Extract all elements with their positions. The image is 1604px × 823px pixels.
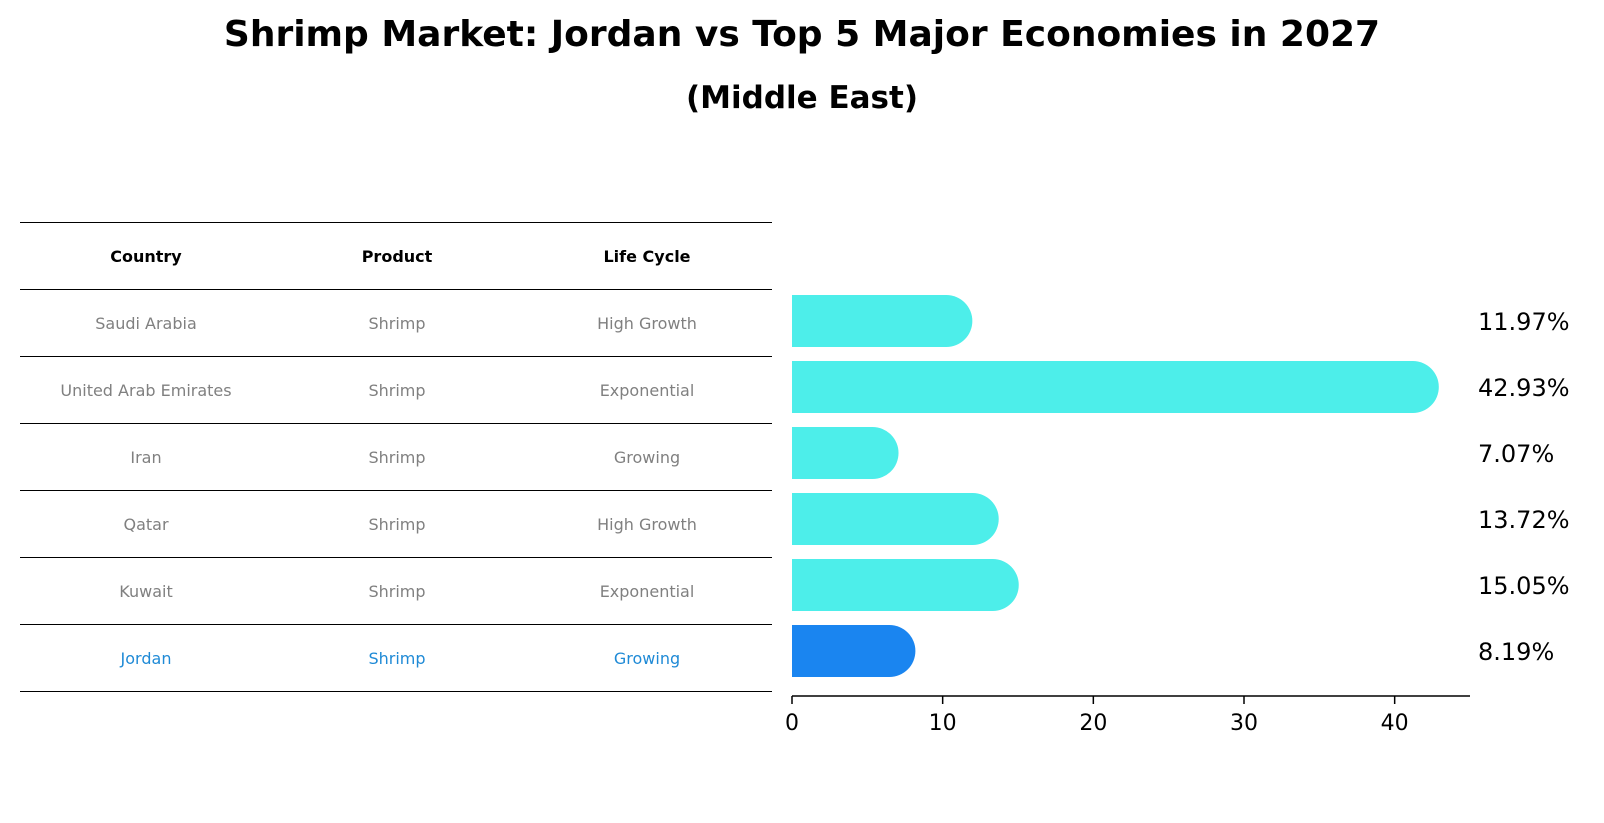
bar-highlight <box>792 625 916 677</box>
table-row: Saudi Arabia Shrimp High Growth <box>20 289 772 356</box>
cell-product: Shrimp <box>368 514 426 534</box>
header-product: Product <box>361 246 433 266</box>
cell-product: Shrimp <box>368 313 426 333</box>
cell-country: Qatar <box>123 514 169 534</box>
bar <box>792 493 999 545</box>
cell-life-cycle: Exponential <box>599 581 695 601</box>
cell-life-cycle: High Growth <box>597 313 697 333</box>
table-row: Qatar Shrimp High Growth <box>20 490 772 557</box>
cell-country: Iran <box>130 447 162 467</box>
cell-life-cycle: Growing <box>613 648 681 668</box>
cell-country: Jordan <box>120 648 172 668</box>
cell-life-cycle: Exponential <box>599 380 695 400</box>
value-label: 8.19% <box>1478 638 1554 666</box>
bar <box>792 559 1019 611</box>
table-row: Kuwait Shrimp Exponential <box>20 557 772 624</box>
value-label: 7.07% <box>1478 440 1554 468</box>
header-life-cycle: Life Cycle <box>603 246 691 266</box>
cell-life-cycle: High Growth <box>597 514 697 534</box>
cell-product: Shrimp <box>368 447 426 467</box>
x-tick-label: 0 <box>785 711 799 736</box>
cell-life-cycle: Growing <box>613 447 681 467</box>
table-row: United Arab Emirates Shrimp Exponential <box>20 356 772 423</box>
x-tick-label: 40 <box>1381 711 1409 736</box>
chart-title: Shrimp Market: Jordan vs Top 5 Major Eco… <box>223 14 1381 55</box>
x-tick-label: 30 <box>1230 711 1258 736</box>
bar <box>792 427 899 479</box>
value-label: 15.05% <box>1478 572 1570 600</box>
value-label: 13.72% <box>1478 506 1570 534</box>
cell-country: Saudi Arabia <box>95 313 197 333</box>
table-row-highlight: Jordan Shrimp Growing <box>20 624 772 692</box>
x-tick-label: 10 <box>929 711 957 736</box>
value-label: 11.97% <box>1478 308 1570 336</box>
x-tick-label: 20 <box>1079 711 1107 736</box>
table-header-row: Country Product Life Cycle <box>20 222 772 289</box>
header-country: Country <box>110 246 182 266</box>
bar <box>792 361 1439 413</box>
market-table: Country Product Life Cycle Saudi Arabia … <box>20 222 772 692</box>
value-label: 42.93% <box>1478 374 1570 402</box>
cell-country: United Arab Emirates <box>60 380 232 400</box>
bar <box>792 295 973 347</box>
cell-product: Shrimp <box>368 648 426 668</box>
table-row: Iran Shrimp Growing <box>20 423 772 490</box>
cell-product: Shrimp <box>368 581 426 601</box>
cell-product: Shrimp <box>368 380 426 400</box>
chart-subtitle: (Middle East) <box>685 80 918 116</box>
cell-country: Kuwait <box>119 581 173 601</box>
